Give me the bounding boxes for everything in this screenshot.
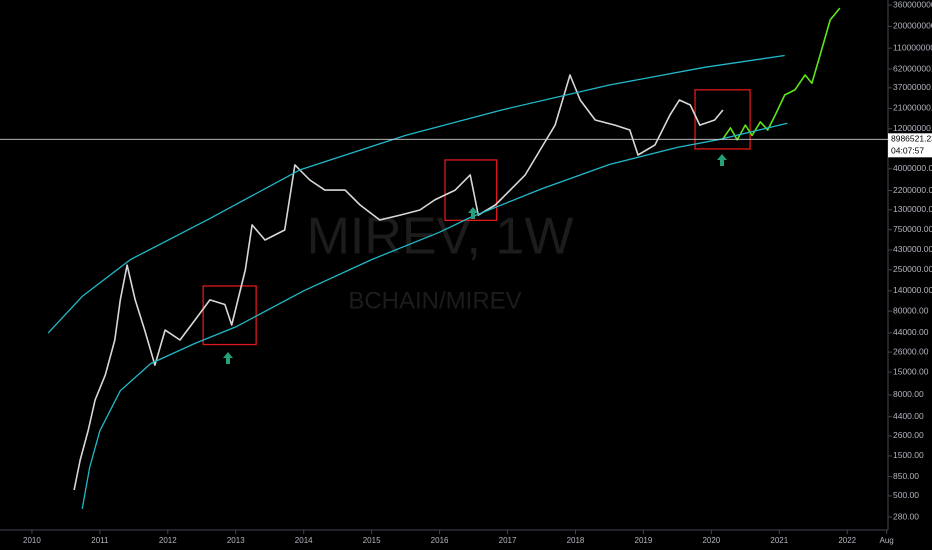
countdown-label: 04:07:57 — [891, 146, 924, 156]
y-tick-label: 250000.00 — [893, 264, 932, 274]
x-tick-label: 2014 — [295, 536, 313, 545]
y-tick-label: 140000.00 — [893, 285, 932, 295]
y-tick-label: 8000.00 — [893, 389, 924, 399]
highlight-box — [444, 159, 498, 222]
x-tick-label: 2022 — [838, 536, 856, 545]
y-tick-label: 15000.00 — [893, 366, 929, 376]
y-tick-label: 200000000.00 — [893, 21, 932, 31]
y-tick-label: 110000000.00 — [893, 42, 932, 52]
series-line — [721, 7, 841, 141]
watermark: MIREV, 1W — [307, 208, 574, 266]
y-tick-label: 4400.00 — [893, 411, 924, 421]
x-tick-label: 2020 — [702, 536, 720, 545]
arrow — [468, 207, 478, 219]
watermark-symbol: BCHAIN/MIREV — [348, 287, 521, 314]
y-tick-label: 360000000.00 — [893, 0, 932, 9]
x-tick-label: Aug — [880, 536, 894, 545]
y-tick-label: 500.00 — [893, 490, 919, 500]
x-tick-label: 2012 — [159, 536, 177, 545]
arrow — [223, 352, 233, 364]
x-tick-label: 2010 — [23, 536, 41, 545]
x-tick-label: 2015 — [363, 536, 381, 545]
y-tick-label: 850.00 — [893, 471, 919, 481]
y-tick-label: 1300000.00 — [893, 204, 932, 214]
x-tick-label: 2011 — [91, 536, 109, 545]
y-tick-label: 2600.00 — [893, 430, 924, 440]
y-tick-label: 430000.00 — [893, 244, 932, 254]
price-tag — [888, 133, 932, 158]
series-line — [47, 54, 785, 334]
x-tick-label: 2013 — [227, 536, 245, 545]
y-tick-label: 21000000.00 — [893, 103, 932, 113]
x-tick-label: 2017 — [499, 536, 517, 545]
x-tick-label: 2021 — [770, 536, 788, 545]
y-tick-label: 280.00 — [893, 511, 919, 521]
x-tick-label: 2018 — [567, 536, 585, 545]
y-tick-label: 2200000.00 — [893, 185, 932, 195]
arrow — [717, 154, 727, 166]
arrows — [223, 154, 727, 364]
x-tick-label: 2019 — [635, 536, 653, 545]
y-tick-label: 1500.00 — [893, 450, 924, 460]
series-line — [73, 74, 724, 491]
y-tick-label: 4000000.00 — [893, 163, 932, 173]
y-tick-label: 44000.00 — [893, 327, 929, 337]
x-tick-label: 2016 — [431, 536, 449, 545]
y-tick-label: 37000000.00 — [893, 82, 932, 92]
y-tick-label: 26000.00 — [893, 346, 929, 356]
series-line — [81, 122, 788, 510]
highlight-box — [694, 89, 751, 150]
y-tick-label: 750000.00 — [893, 224, 932, 234]
y-tick-label: 12000000.00 — [893, 123, 932, 133]
highlight-box — [202, 285, 257, 346]
last-price-label: 8986521.23 — [891, 134, 932, 144]
y-tick-label: 80000.00 — [893, 305, 929, 315]
y-tick-label: 62000000.00 — [893, 63, 932, 73]
